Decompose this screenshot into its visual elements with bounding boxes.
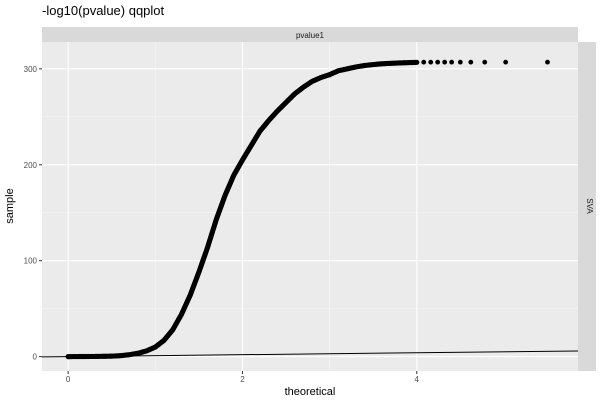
- y-tick-label: 300: [24, 65, 38, 74]
- data-points: [65, 59, 550, 360]
- x-tick-label: 0: [66, 375, 71, 384]
- data-point: [468, 59, 474, 65]
- axis-ticks: 0 2 4 0 100 200 300: [24, 65, 420, 384]
- data-point: [503, 59, 509, 65]
- data-point: [428, 59, 434, 65]
- grid-lines: [42, 42, 578, 371]
- data-point: [421, 59, 427, 65]
- x-tick-label: 2: [240, 375, 245, 384]
- data-point: [442, 59, 448, 65]
- x-axis-title: theoretical: [285, 386, 336, 398]
- chart-title: -log10(pvalue) qqplot: [42, 3, 165, 18]
- data-point: [482, 59, 488, 65]
- data-point: [414, 59, 420, 65]
- data-point: [449, 59, 455, 65]
- x-tick-label: 4: [415, 375, 420, 384]
- facet-label-sva: SVA: [585, 198, 594, 214]
- facet-label-pvalue1: pvalue1: [296, 31, 325, 40]
- data-point: [435, 59, 441, 65]
- facet-strip-right: [578, 42, 596, 371]
- data-point: [457, 59, 463, 65]
- reference-line: [41, 350, 579, 358]
- y-tick-label: 0: [33, 353, 38, 362]
- y-axis-title: sample: [4, 188, 16, 223]
- panel-background: [42, 42, 578, 371]
- y-tick-label: 100: [24, 257, 38, 266]
- facet-strip-top: [42, 27, 578, 42]
- y-tick-label: 200: [24, 161, 38, 170]
- data-point: [545, 59, 550, 65]
